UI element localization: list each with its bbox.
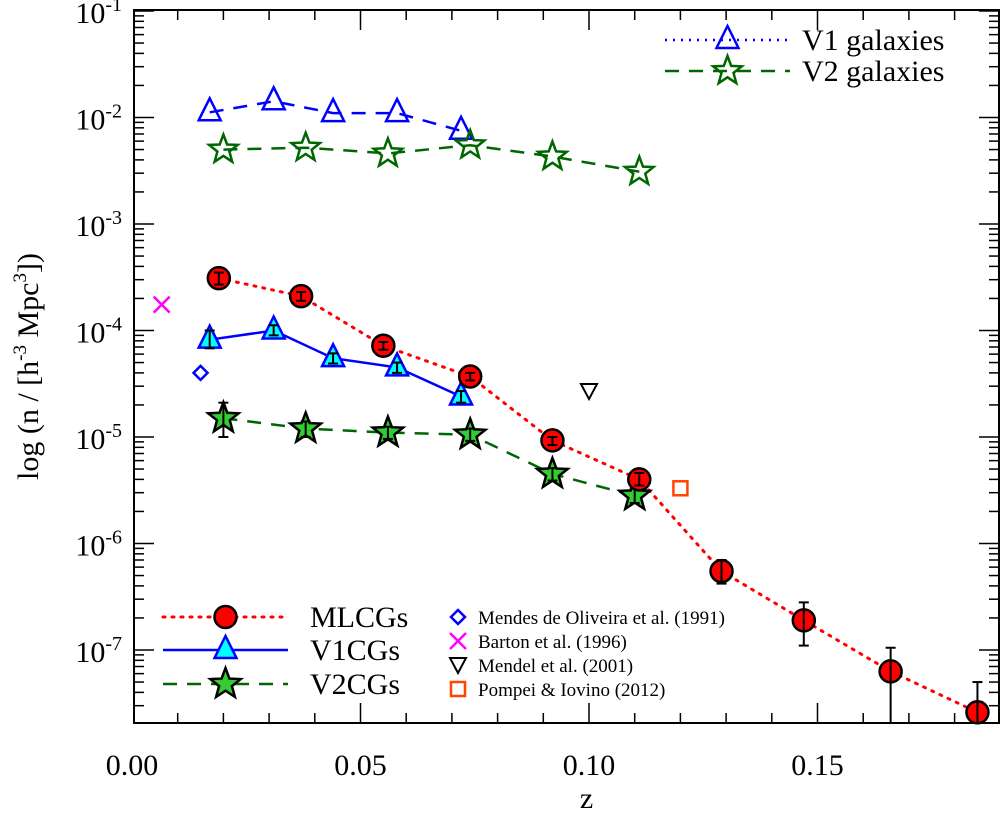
legend-label: Pompei & Iovino (2012) bbox=[478, 680, 665, 701]
mlcgs-line bbox=[217, 276, 979, 714]
v2cgs-error-bar bbox=[300, 420, 311, 438]
x-tick-label: 0.10 bbox=[563, 749, 616, 782]
v2-galaxies-point bbox=[205, 131, 242, 165]
v2cgs-error-bar bbox=[547, 467, 558, 482]
data-points bbox=[152, 84, 990, 725]
axes: 0.00 0.05 0.10 0.15 10-1 10-2 10-3 10-4 10-5 10-6… bbox=[75, 0, 1000, 782]
x-stroke bbox=[449, 632, 467, 650]
mlcgs-error-bar bbox=[716, 558, 727, 585]
v1cgs-error-bar bbox=[392, 361, 403, 374]
pompei-iovino-2012-point bbox=[672, 480, 689, 497]
legend-marker bbox=[449, 632, 467, 650]
legend-item-v1-galaxies: V1 galaxies bbox=[665, 23, 944, 57]
v2-galaxies-point bbox=[452, 126, 488, 161]
y-tick-label: 10-3 bbox=[75, 207, 122, 243]
legend-marker bbox=[212, 633, 239, 660]
mlcgs-error-bar bbox=[885, 646, 896, 723]
plot-frame bbox=[133, 9, 1000, 724]
legend-marker bbox=[449, 680, 467, 698]
v1cgs-error-bar bbox=[204, 329, 215, 350]
legend-item-mendes-de-oliveira-et-al-1991: Mendes de Oliveira et al. (1991) bbox=[449, 608, 725, 629]
legend-label: MLCGs bbox=[310, 601, 408, 634]
legend-marker bbox=[449, 608, 467, 626]
legend-item-mlcgs: MLCGs bbox=[161, 601, 408, 634]
v1cgs-error-bar bbox=[456, 390, 467, 404]
legend-item-v2-galaxies: V2 galaxies bbox=[665, 52, 944, 88]
y-tick-label: 10-2 bbox=[75, 101, 122, 137]
legend-marker bbox=[213, 604, 238, 630]
mendes-de-oliveira-et-al-1991-point bbox=[191, 364, 210, 382]
x-tick-label: 0.05 bbox=[334, 749, 387, 782]
x-tick-label: 0.15 bbox=[791, 749, 844, 782]
v1-galaxies-point bbox=[384, 96, 411, 123]
v1-galaxies-point bbox=[196, 95, 223, 122]
mlcgs-error-bar bbox=[465, 371, 476, 382]
legend-marker bbox=[709, 52, 746, 86]
barton-et-al-1996-point bbox=[152, 295, 171, 314]
mlcgs-error-bar bbox=[972, 681, 983, 723]
mlcgs-error-bar bbox=[213, 271, 224, 286]
v2-galaxies-point bbox=[288, 129, 324, 163]
mlcgs-error-bar bbox=[634, 471, 645, 487]
mlcgs-error-bar bbox=[547, 436, 558, 447]
v2cgs-error-bar bbox=[218, 401, 229, 438]
x-tick-label: 0.00 bbox=[106, 749, 159, 782]
v2-galaxies-point bbox=[621, 153, 657, 187]
y-tick-label: 10-5 bbox=[75, 420, 122, 456]
x-stroke bbox=[152, 295, 171, 314]
v1-galaxies-point bbox=[320, 96, 347, 123]
v1-galaxies-line bbox=[209, 100, 462, 133]
legend-item-v1cgs: V1CGs bbox=[163, 633, 400, 667]
v2cgs-error-bar bbox=[382, 425, 393, 440]
legend-marker bbox=[448, 657, 468, 676]
v1cgs-error-bar bbox=[268, 324, 279, 337]
legend-item-v2cgs: V2CGs bbox=[163, 664, 400, 701]
legend-item-mendel-et-al-2001: Mendel et al. (2001) bbox=[448, 656, 633, 677]
mlcgs-error-bar bbox=[798, 601, 809, 647]
mendel-et-al-2001-point bbox=[579, 383, 599, 402]
legend-label: V1 galaxies bbox=[802, 24, 944, 57]
legend-label: Barton et al. (1996) bbox=[478, 632, 627, 653]
v1-galaxies-point bbox=[260, 84, 287, 111]
mlcgs-error-bar bbox=[378, 340, 389, 351]
y-tick-label: 10-7 bbox=[75, 633, 122, 669]
y-tick-label: 10-1 bbox=[75, 0, 122, 30]
v2cgs-line bbox=[223, 416, 636, 498]
v2-galaxies-line bbox=[223, 143, 640, 173]
mlcgs-error-bar bbox=[296, 290, 307, 302]
legend-label: V1CGs bbox=[310, 634, 400, 667]
v1-galaxies-point bbox=[448, 114, 475, 141]
v2-galaxies-point bbox=[534, 137, 571, 172]
v1cgs-error-bar bbox=[328, 352, 339, 365]
v2-galaxies-point bbox=[370, 134, 406, 169]
legend-label: Mendes de Oliveira et al. (1991) bbox=[478, 608, 725, 629]
legend-item-pompei-iovino-2012: Pompei & Iovino (2012) bbox=[449, 680, 665, 701]
y-axis-title: log (n / [h-3 Mpc3]) bbox=[10, 253, 45, 480]
y-tick-label: 10-4 bbox=[75, 314, 122, 350]
v2cgs-error-bar bbox=[465, 427, 476, 442]
legend-item-barton-et-al-1996: Barton et al. (1996) bbox=[449, 632, 627, 653]
legend-label: V2CGs bbox=[310, 668, 400, 701]
legend-marker bbox=[714, 23, 741, 50]
y-tick-label: 10-6 bbox=[75, 527, 122, 563]
y-axis-title-text: log (n / [h-3 Mpc3]) bbox=[10, 253, 45, 480]
legend-label: V2 galaxies bbox=[802, 55, 944, 88]
x-axis-title: z bbox=[580, 782, 593, 815]
legend-label: Mendel et al. (2001) bbox=[478, 656, 633, 677]
legend-marker bbox=[206, 664, 245, 700]
